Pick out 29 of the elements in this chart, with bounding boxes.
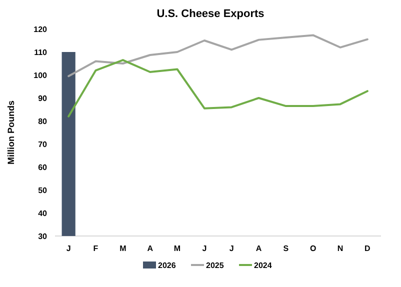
line-series (68, 59, 368, 118)
x-tick-label: J (202, 244, 207, 253)
x-tick-label: O (310, 244, 316, 253)
x-tick-label: J (66, 244, 71, 253)
y-tick-label: 110 (34, 48, 48, 57)
y-tick-label: 80 (38, 116, 48, 126)
x-tick-label: S (283, 244, 290, 253)
y-tick-label: 50 (38, 186, 48, 195)
y-tick-label: 70 (38, 140, 48, 149)
legend-label: 2025 (206, 260, 224, 270)
y-tick-label: 100 (34, 70, 48, 80)
x-tick-label: M (120, 244, 127, 253)
x-tick-label: A (256, 244, 262, 253)
x-tick-label: D (364, 244, 371, 253)
legend-label: 2026 (158, 260, 176, 270)
x-tick-label: N (337, 244, 344, 253)
y-tick-label: 60 (38, 162, 48, 172)
x-tick-label: M (174, 244, 181, 253)
y-tick-label: 120 (34, 24, 48, 34)
x-tick-label: A (147, 244, 154, 253)
x-tick-label: J (229, 244, 234, 253)
x-tick-label: F (93, 244, 98, 253)
y-axis-title: Million Pounds (6, 100, 16, 164)
y-tick-label: 40 (38, 208, 48, 218)
chart-title: U.S. Cheese Exports (156, 8, 264, 20)
line-series (68, 34, 368, 78)
y-tick-label: 30 (38, 232, 48, 241)
legend-label: 2024 (254, 260, 272, 270)
y-tick-label: 90 (38, 94, 48, 103)
